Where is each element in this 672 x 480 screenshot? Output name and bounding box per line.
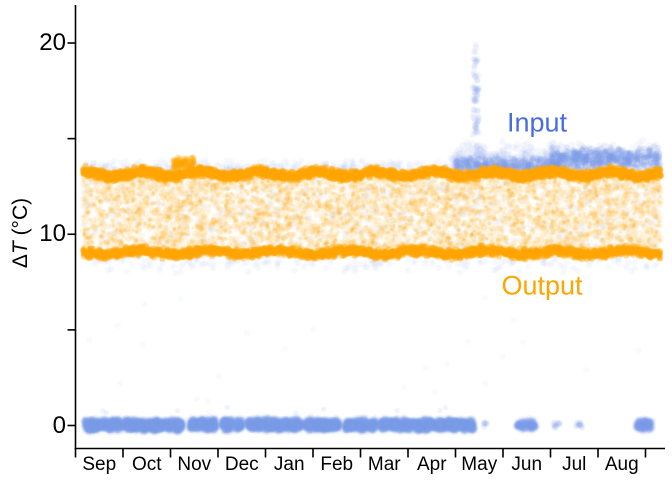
series-label-output: Output bbox=[501, 270, 583, 301]
y-tick-label-20: 20 bbox=[39, 29, 66, 56]
x-tick-label-jan: Jan bbox=[273, 454, 305, 475]
x-tick-label-apr: Apr bbox=[416, 454, 447, 475]
y-axis-title-delta: Δ bbox=[9, 254, 32, 269]
x-tick-label-aug: Aug bbox=[604, 454, 639, 475]
x-tick-label-oct: Oct bbox=[131, 454, 162, 475]
x-tick-label-dec: Dec bbox=[224, 454, 259, 475]
x-tick-label-nov: Nov bbox=[177, 454, 212, 475]
x-tick-label-feb: Feb bbox=[320, 454, 354, 475]
x-tick-label-may: May bbox=[461, 454, 498, 475]
x-tick-label-mar: Mar bbox=[367, 454, 401, 475]
y-tick-label-0: 0 bbox=[52, 411, 66, 439]
x-tick-label-jul: Jul bbox=[562, 454, 587, 475]
series-label-input: Input bbox=[506, 107, 568, 138]
y-tick-label-10: 10 bbox=[39, 220, 66, 248]
x-tick-label-jun: Jun bbox=[511, 454, 543, 475]
x-tick-label-sep: Sep bbox=[82, 454, 117, 475]
